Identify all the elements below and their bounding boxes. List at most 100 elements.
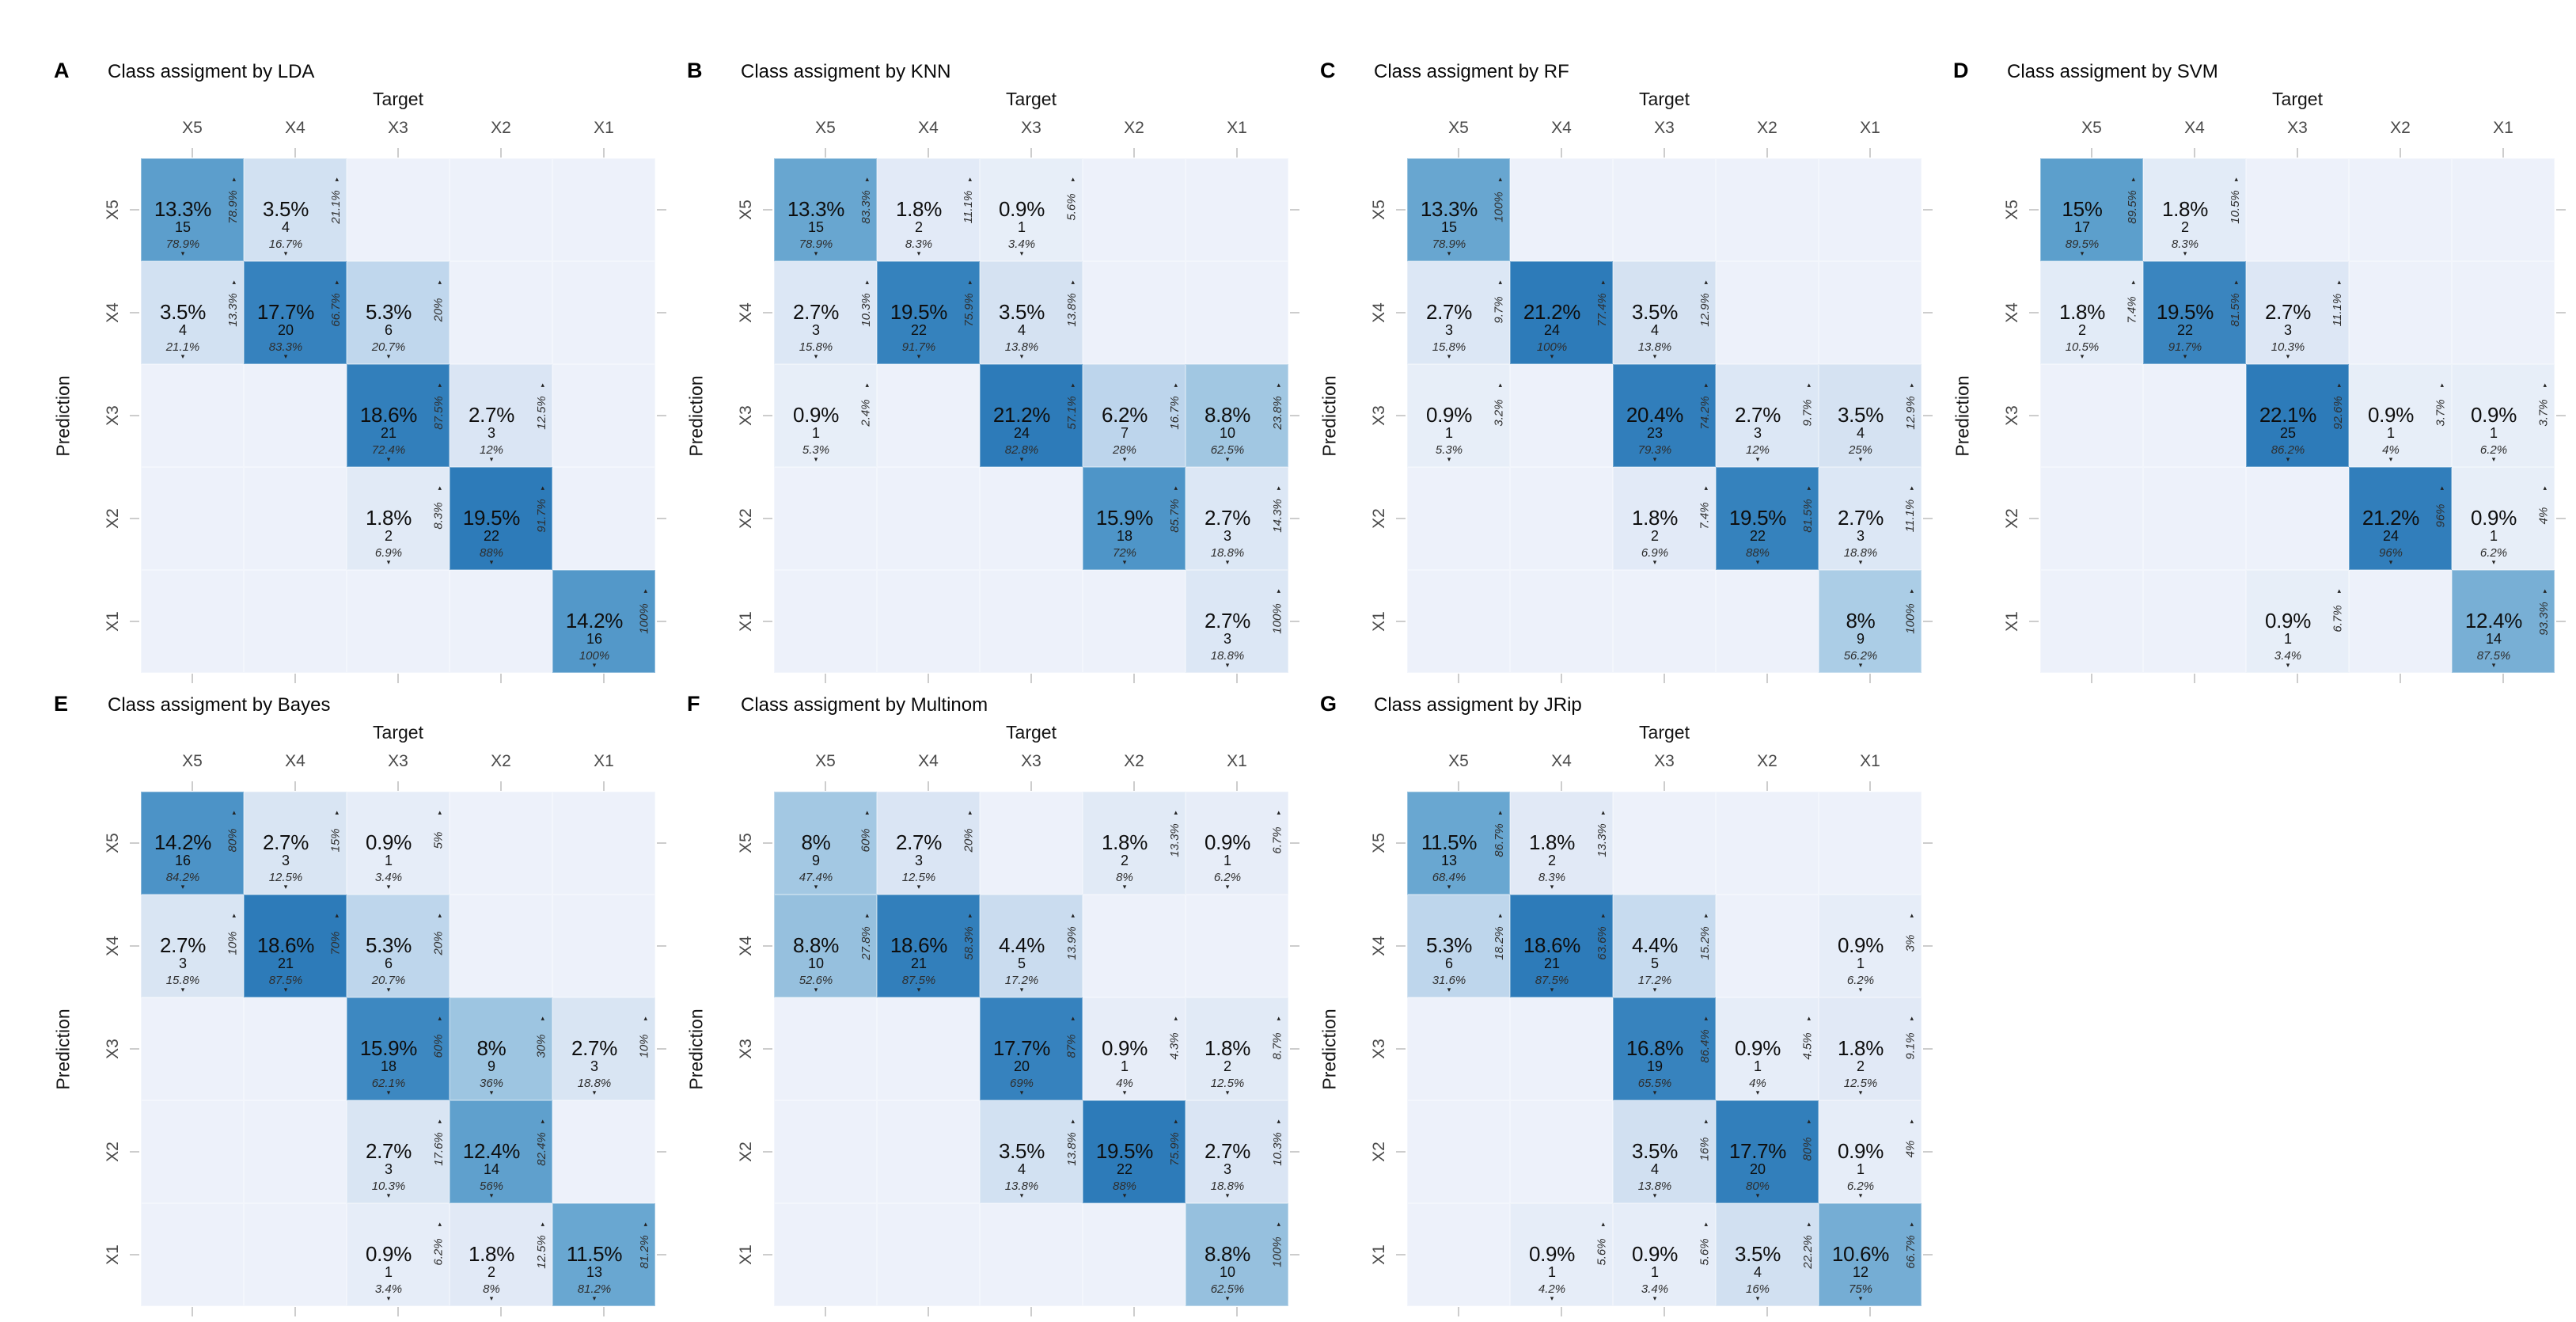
cell-value-block: 15.9% 18	[1083, 507, 1167, 544]
cell-column-percent: 17.2% ▾	[980, 974, 1064, 993]
cell-row-percent: 66.7%	[1900, 1203, 1921, 1300]
axis-tick-left	[1396, 209, 1406, 211]
axis-tick-bottom	[1030, 674, 1032, 683]
axis-tick-right	[1923, 415, 1933, 416]
cell-column-percent: 62.1% ▾	[347, 1077, 431, 1096]
row-label-x2: X2	[104, 508, 122, 529]
cell-value-block: 3.5% 4	[244, 198, 328, 235]
row-percent-arrow-icon: ▴	[1704, 484, 1708, 492]
row-percent-arrow-icon: ▴	[1704, 278, 1708, 286]
cell-row-percent: 13.3%	[1164, 792, 1185, 888]
axis-tick-top	[1869, 781, 1871, 791]
row-label-x1: X1	[104, 611, 122, 632]
prediction-axis-label: Prediction	[52, 374, 74, 457]
cell-value-block: 2.7% 3	[1186, 1140, 1269, 1177]
row-percent-label: 13.8%	[1064, 1131, 1079, 1166]
row-percent-label: 7.4%	[1698, 501, 1712, 530]
cell-x1-x5-empty	[774, 570, 877, 673]
cell-percent-label: 3.5%	[159, 300, 207, 324]
column-percent-arrow-icon: ▾	[1225, 455, 1230, 463]
column-percent-arrow-icon: ▾	[1225, 883, 1230, 891]
row-percent-arrow-icon: ▴	[1174, 484, 1178, 492]
column-percent-arrow-icon: ▾	[386, 352, 391, 360]
cell-x3-x3: 17.7% 20 69% ▾ 87% ▴	[980, 997, 1083, 1100]
row-label-wrap: X4	[101, 261, 125, 364]
cell-percent-label: 17.7%	[256, 300, 315, 324]
row-percent-arrow-icon: ▴	[865, 911, 869, 919]
row-percent-arrow-icon: ▴	[2234, 175, 2238, 183]
cell-x1-x1: 14.2% 16 100% ▾ 100% ▴	[552, 570, 655, 673]
column-percent-label: 72.4%	[371, 443, 406, 457]
axis-tick-top	[500, 781, 502, 791]
column-percent-label: 8.3%	[1538, 871, 1566, 884]
cell-x3-x5-empty	[774, 997, 877, 1100]
cell-x4-x3: 4.4% 5 17.2% ▾ 15.2% ▴	[1613, 895, 1716, 997]
cell-count-label: 23	[1646, 425, 1664, 441]
row-percent-label: 4%	[1903, 1140, 1918, 1157]
cell-row-percent: 66.7%	[325, 261, 346, 358]
row-percent-label: 81.5%	[2228, 292, 2242, 327]
cell-row-percent: 6.7%	[2328, 570, 2348, 667]
cell-column-percent: 52.6% ▾	[774, 974, 858, 993]
cell-value-block: 16.8% 19	[1613, 1037, 1697, 1074]
cell-count-label: 2	[1547, 853, 1556, 868]
cell-column-percent: 65.5% ▾	[1613, 1077, 1697, 1096]
row-percent-arrow-icon: ▴	[1807, 1220, 1811, 1228]
cell-percent-label: 3.5%	[1631, 1139, 1679, 1163]
cell-count-label: 2	[1856, 1058, 1865, 1074]
row-label-wrap: X5	[101, 158, 125, 261]
cell-row-percent: 4%	[1900, 1100, 1921, 1197]
cell-x1-x2-empty	[1716, 570, 1819, 673]
row-percent-arrow-icon: ▴	[1704, 1117, 1708, 1125]
cell-x2-x1: 2.7% 3 18.8% ▾ 10.3% ▴	[1186, 1100, 1288, 1203]
column-percent-label: 4%	[1749, 1077, 1766, 1090]
cell-x5-x1-empty	[1819, 792, 1922, 895]
cell-x1-x3-empty	[980, 1203, 1083, 1306]
axis-tick-top	[294, 781, 296, 791]
cell-column-percent: 3.4% ▾	[347, 872, 431, 891]
row-percent-label: 9.7%	[1492, 295, 1506, 324]
row-percent-label: 20%	[962, 827, 976, 853]
column-percent-arrow-icon: ▾	[1019, 249, 1024, 257]
col-label-x4: X4	[918, 119, 939, 137]
cell-row-percent: 77.4%	[1592, 261, 1612, 358]
cell-percent-label: 0.9%	[792, 403, 840, 427]
axis-tick-bottom	[825, 674, 826, 683]
cell-x3-x1: 1.8% 2 12.5% ▾ 9.1% ▴	[1819, 997, 1922, 1100]
cell-count-label: 2	[1650, 528, 1659, 544]
axis-tick-top	[397, 148, 399, 158]
cell-column-percent: 87.5% ▾	[1510, 974, 1594, 993]
row-percent-label: 17.6%	[431, 1131, 446, 1166]
column-percent-label: 75%	[1848, 1282, 1873, 1296]
cell-x2-x3: 2.7% 3 10.3% ▾ 17.6% ▴	[347, 1100, 450, 1203]
axis-tick-right	[657, 209, 666, 211]
cell-x1-x1: 11.5% 13 81.2% ▾ 81.2% ▴	[552, 1203, 655, 1306]
cell-percent-label: 11.5%	[566, 1242, 623, 1266]
row-percent-arrow-icon: ▴	[2337, 278, 2341, 286]
cell-column-percent: 13.8% ▾	[980, 341, 1064, 360]
column-percent-arrow-icon: ▾	[2286, 661, 2290, 669]
cell-column-percent: 8.3% ▾	[2143, 238, 2227, 257]
axis-tick-right	[657, 842, 666, 844]
column-percent-arrow-icon: ▾	[283, 352, 288, 360]
axis-tick-left	[763, 415, 772, 416]
cell-value-block: 2.7% 3	[1186, 610, 1269, 647]
cell-row-percent: 60%	[428, 997, 449, 1094]
cell-count-label: 3	[811, 322, 820, 338]
cell-count-label: 18	[1116, 528, 1133, 544]
cell-value-block: 0.9% 1	[2452, 507, 2536, 544]
row-label-x2: X2	[1370, 508, 1388, 529]
axis-tick-left	[130, 312, 139, 313]
cell-column-percent: 12.5% ▾	[877, 872, 961, 891]
col-label-x1: X1	[1860, 119, 1880, 137]
cell-percent-label: 19.5%	[1095, 1139, 1154, 1163]
cell-percent-label: 10.6%	[1831, 1242, 1890, 1266]
row-percent-label: 86.4%	[1698, 1028, 1712, 1063]
prediction-axis-label: Prediction	[685, 1008, 707, 1090]
cell-value-block: 11.5% 13	[552, 1243, 636, 1280]
cell-x1-x5-empty	[1407, 570, 1510, 673]
column-percent-label: 78.9%	[1432, 237, 1466, 251]
cell-row-percent: 18.2%	[1489, 895, 1509, 991]
row-percent-arrow-icon: ▴	[1277, 381, 1280, 389]
cell-column-percent: 18.8% ▾	[1186, 650, 1269, 669]
